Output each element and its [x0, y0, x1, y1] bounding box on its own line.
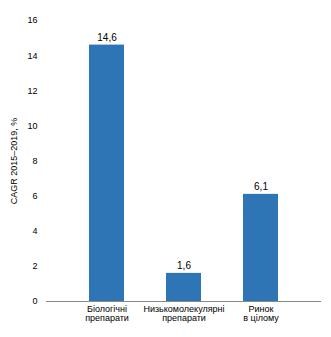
- svg-text:6,1: 6,1: [254, 181, 268, 192]
- svg-text:6: 6: [32, 191, 37, 201]
- svg-text:12: 12: [27, 86, 37, 96]
- svg-text:Біологічніпрепарати: Біологічніпрепарати: [85, 304, 129, 323]
- svg-text:14,6: 14,6: [97, 32, 117, 43]
- svg-text:16: 16: [27, 15, 37, 25]
- svg-text:8: 8: [32, 156, 37, 166]
- svg-text:0: 0: [32, 296, 37, 306]
- svg-text:Низькомолекулярніпрепарати: Низькомолекулярніпрепарати: [143, 304, 224, 323]
- svg-text:14: 14: [27, 51, 37, 61]
- svg-text:4: 4: [32, 226, 37, 236]
- svg-text:CAGR 2015–2019, %: CAGR 2015–2019, %: [9, 118, 19, 205]
- svg-text:10: 10: [27, 121, 37, 131]
- svg-text:1,6: 1,6: [177, 260, 191, 271]
- svg-text:2: 2: [32, 261, 37, 271]
- svg-text:Ринокв цілому: Ринокв цілому: [243, 304, 279, 323]
